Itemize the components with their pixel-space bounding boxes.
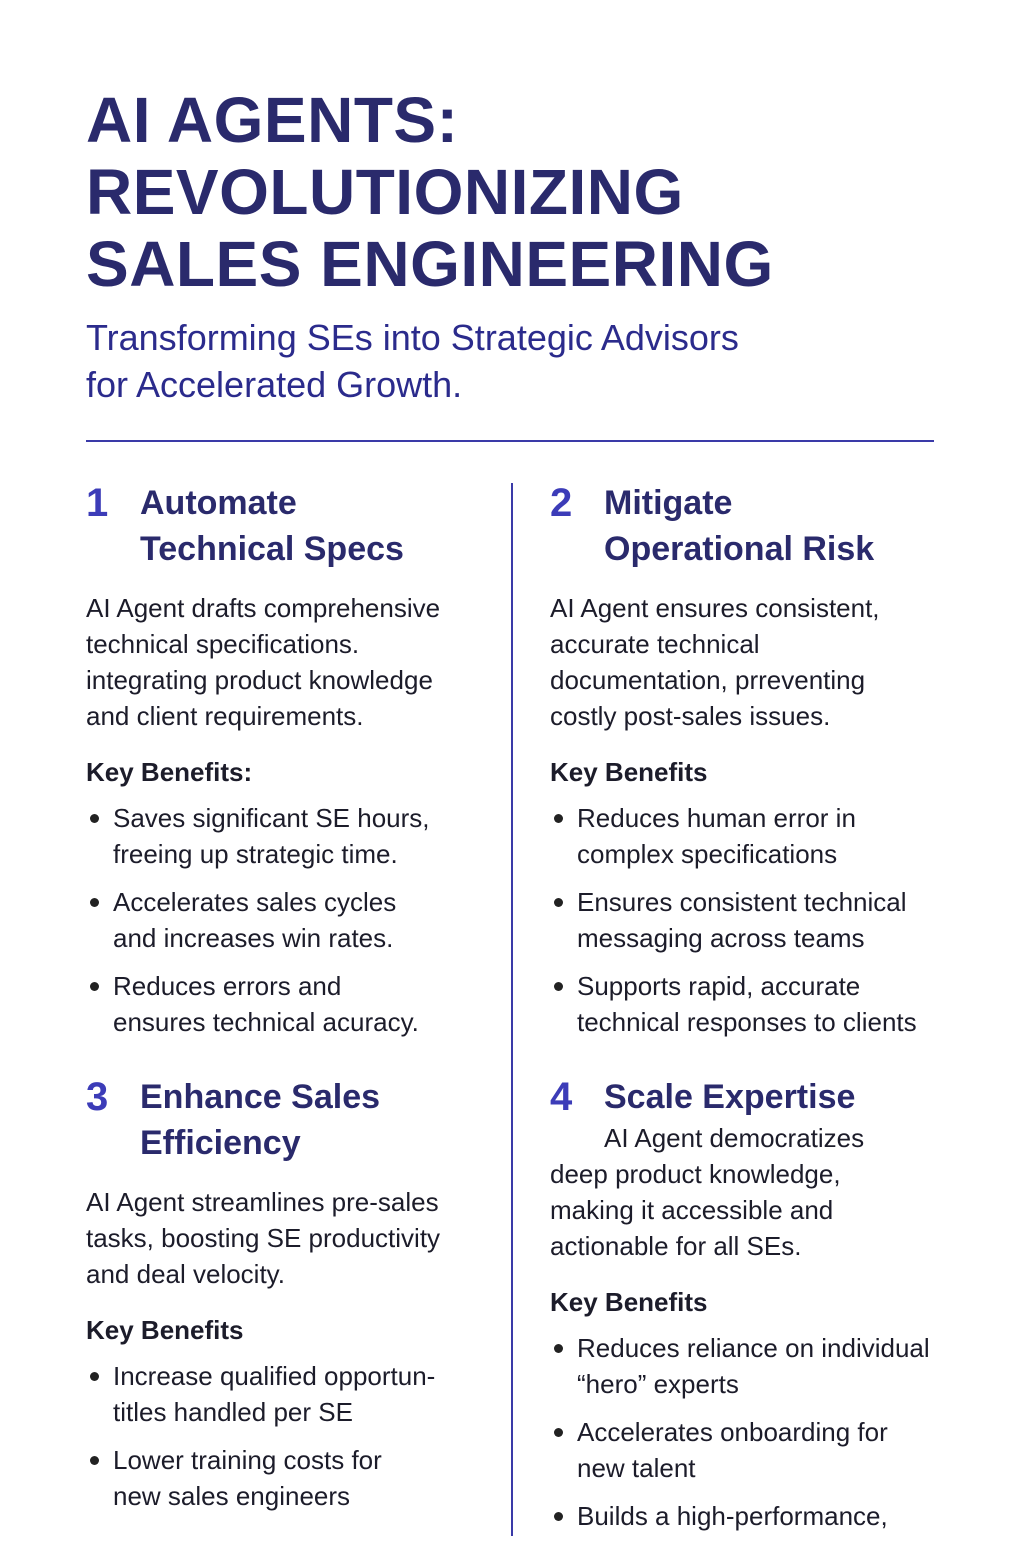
benefit-line: Lower training costs for — [113, 1445, 382, 1475]
benefit-line: Saves significant SE hours, — [113, 803, 430, 833]
description-line: costly post-sales issues. — [550, 701, 831, 731]
section-heading: Enhance Sales Efficiency — [140, 1074, 496, 1166]
key-benefits-label: Key Benefits: — [86, 757, 253, 787]
subtitle-line: Transforming SEs into Strategic Advisors — [86, 317, 739, 358]
description-line: and client requirements. — [86, 701, 364, 731]
section-4: 4 Scale Expertise AI Agent democratizes dee… — [550, 1074, 970, 1546]
benefit-line: complex specifications — [577, 839, 838, 869]
benefit-line: new talent — [577, 1453, 696, 1483]
subtitle: Transforming SEs into Strategic Advisors… — [86, 314, 739, 408]
description-line: integrating product knowledge — [86, 665, 433, 695]
benefit-line: and increases win rates. — [113, 923, 394, 953]
section-3: 3 Enhance Sales Efficiency AI Agent streaml… — [86, 1074, 496, 1526]
page-title: AI AGENTS: REVOLUTIONIZING SALES ENGINEE… — [86, 84, 774, 300]
heading-line: Technical Specs — [140, 530, 404, 568]
benefit-line: Accelerates onboarding for — [577, 1417, 888, 1447]
benefit-line: Increase qualified opportun- — [113, 1361, 436, 1391]
description-line: AI Agent streamlines pre-sales — [86, 1187, 439, 1217]
section-description: AI Agent democratizes deep product knowle… — [550, 1120, 970, 1264]
description-line: AI Agent ensures consistent, — [550, 593, 880, 623]
benefit-line: “hero” experts — [577, 1369, 739, 1399]
benefit-line: Reduces reliance on individual — [577, 1333, 930, 1363]
section-1: 1 Automate Technical Specs AI Agent drafts … — [86, 480, 496, 1052]
section-description: AI Agent streamlines pre-sales tasks, boo… — [86, 1184, 496, 1292]
benefit-item: Increase qualified opportun-titles handl… — [86, 1358, 496, 1430]
benefit-item: Ensures consistent technical messaging ac… — [550, 884, 970, 956]
vertical-divider — [511, 483, 513, 1536]
description-line: and deal velocity. — [86, 1259, 285, 1289]
benefits-list: Reduces human error in complex specificat… — [550, 800, 970, 1040]
title-line: AI AGENTS: — [86, 84, 459, 156]
section-heading: Mitigate Operational Risk — [604, 480, 970, 572]
heading-line: Mitigate — [604, 484, 733, 522]
description-line: deep product knowledge, — [550, 1159, 841, 1189]
benefits-list: Increase qualified opportun-titles handl… — [86, 1358, 496, 1514]
benefit-item: Accelerates onboarding for new talent — [550, 1414, 970, 1486]
subtitle-line: for Accelerated Growth. — [86, 364, 463, 405]
key-benefits-label: Key Benefits — [550, 757, 708, 787]
benefit-item: Accelerates sales cycles and increases wi… — [86, 884, 496, 956]
benefit-line: ensures technical acuracy. — [113, 1007, 419, 1037]
section-number: 3 — [86, 1075, 109, 1119]
key-benefits-label: Key Benefits — [86, 1315, 244, 1345]
benefit-line: Ensures consistent technical — [577, 887, 907, 917]
benefit-item: Saves significant SE hours, freeing up st… — [86, 800, 496, 872]
key-benefits-label: Key Benefits — [550, 1287, 708, 1317]
section-number: 4 — [550, 1075, 573, 1119]
description-line: documentation, prreventing — [550, 665, 866, 695]
benefit-item: Reduces reliance on individual “hero” exp… — [550, 1330, 970, 1402]
benefit-line: Supports rapid, accurate — [577, 971, 861, 1001]
section-2: 2 Mitigate Operational Risk AI Agent ensure… — [550, 480, 970, 1052]
heading-line: Operational Risk — [604, 530, 875, 568]
benefit-item: Reduces human error in complex specificat… — [550, 800, 970, 872]
benefit-line: messaging across teams — [577, 923, 865, 953]
description-line: making it accessible and — [550, 1195, 834, 1225]
heading-line: Scale Expertise — [604, 1078, 856, 1116]
description-line: AI Agent democratizes — [604, 1123, 865, 1153]
benefit-line: Reduces errors and — [113, 971, 342, 1001]
heading-line: Enhance Sales — [140, 1078, 381, 1116]
description-line: actionable for all SEs. — [550, 1231, 802, 1261]
benefit-item: Reduces errors and ensures technical acur… — [86, 968, 496, 1040]
benefit-line: Accelerates sales cycles — [113, 887, 397, 917]
description-line: technical specifications. — [86, 629, 360, 659]
section-number: 2 — [550, 481, 573, 525]
description-line: tasks, boosting SE productivity — [86, 1223, 441, 1253]
benefits-list: Saves significant SE hours, freeing up st… — [86, 800, 496, 1040]
description-line: accurate technical — [550, 629, 760, 659]
section-number: 1 — [86, 481, 109, 525]
benefit-line: Reduces human error in — [577, 803, 856, 833]
benefits-list: Reduces reliance on individual “hero” exp… — [550, 1330, 970, 1534]
section-description: AI Agent drafts comprehensive technical s… — [86, 590, 496, 734]
benefit-line: titles handled per SE — [113, 1397, 353, 1427]
section-heading: Automate Technical Specs — [140, 480, 496, 572]
benefit-line: freeing up strategic time. — [113, 839, 398, 869]
horizontal-divider — [86, 440, 934, 442]
section-description: AI Agent ensures consistent, accurate tec… — [550, 590, 970, 734]
benefit-item: Supports rapid, accurate technical respon… — [550, 968, 970, 1040]
benefit-item: Builds a high-performance, — [550, 1498, 970, 1534]
description-line: AI Agent drafts comprehensive — [86, 593, 441, 623]
heading-line: Automate — [140, 484, 297, 522]
benefit-line: Builds a high-performance, — [577, 1501, 888, 1531]
benefit-line: new sales engineers — [113, 1481, 351, 1511]
benefit-item: Lower training costs for new sales engine… — [86, 1442, 496, 1514]
heading-line: Efficiency — [140, 1124, 301, 1162]
title-line: REVOLUTIONIZING — [86, 156, 684, 228]
title-line: SALES ENGINEERING — [86, 228, 774, 300]
section-heading: Scale Expertise — [604, 1074, 970, 1120]
benefit-line: technical responses to clients — [577, 1007, 917, 1037]
